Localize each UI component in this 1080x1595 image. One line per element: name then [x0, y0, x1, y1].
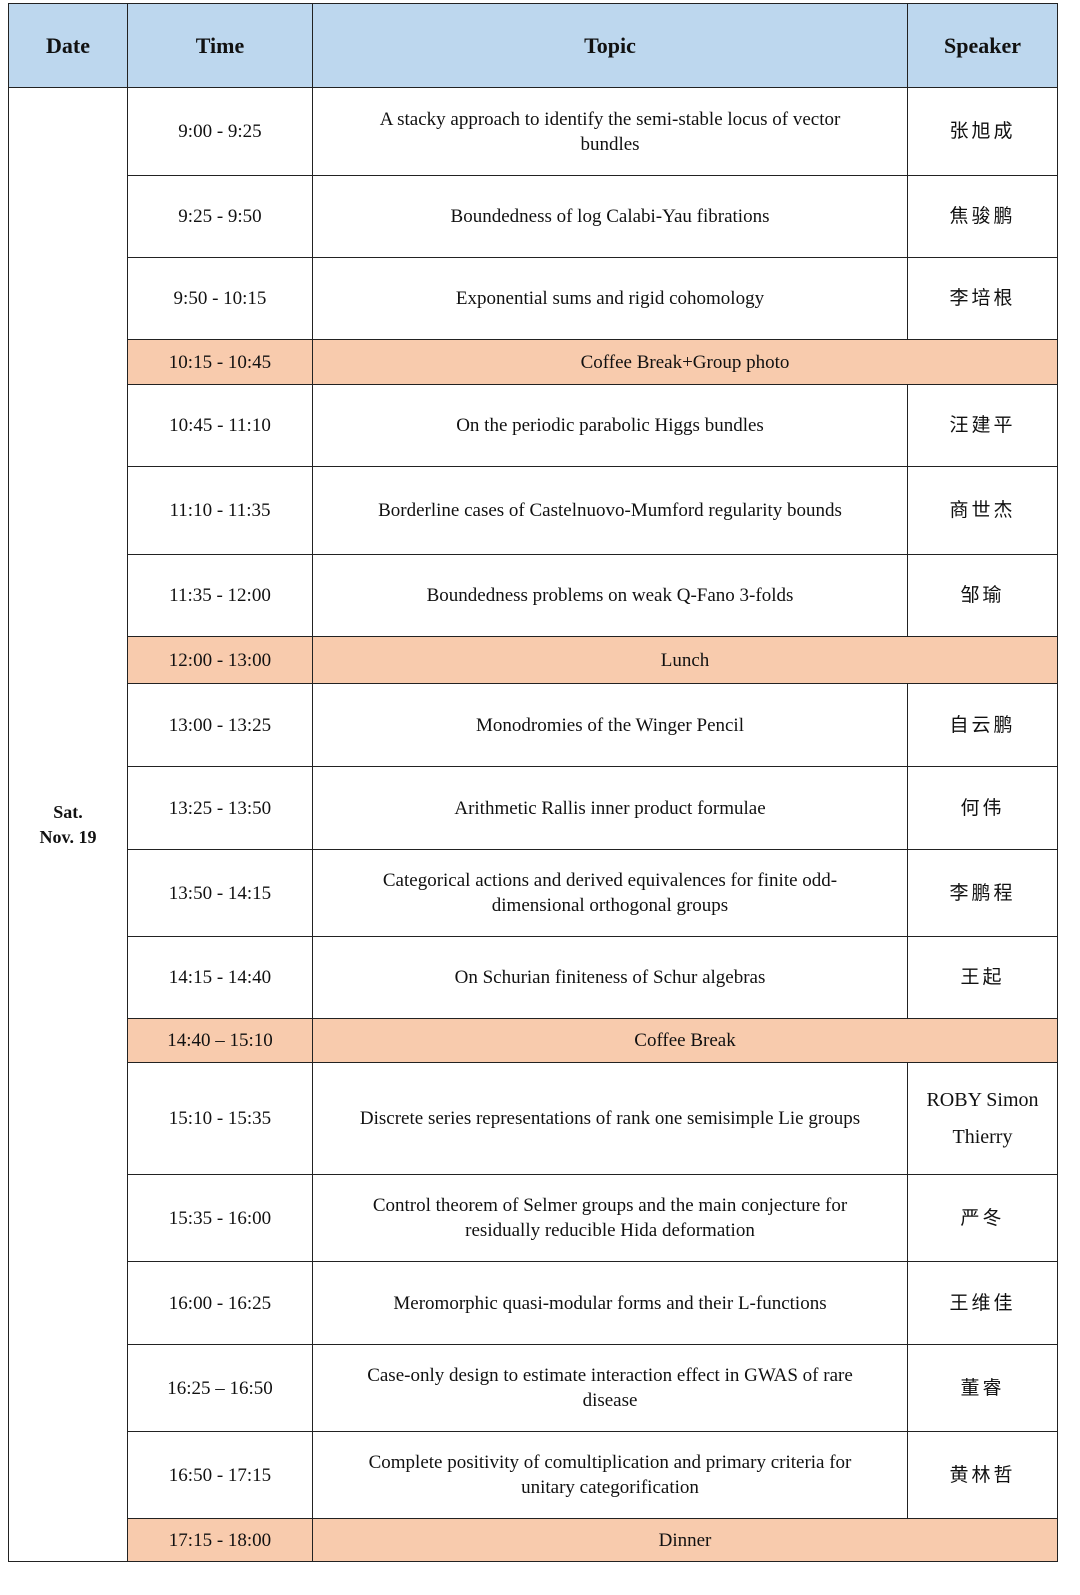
topic-cell: Monodromies of the Winger Pencil: [312, 683, 908, 767]
speaker-cell: 李鹏程: [907, 849, 1058, 937]
session-row: 16:00 - 16:25 Meromorphic quasi-modular f…: [9, 1261, 1058, 1345]
session-row: 10:45 - 11:10 On the periodic parabolic H…: [9, 384, 1058, 467]
topic-cell: Discrete series representations of rank …: [312, 1062, 908, 1175]
time-cell: 14:15 - 14:40: [127, 936, 313, 1019]
speaker-cell: 焦骏鹏: [907, 175, 1058, 258]
topic-cell: On the periodic parabolic Higgs bundles: [312, 384, 908, 467]
header-row: Date Time Topic Speaker: [8, 3, 1058, 88]
topic-cell: Boundedness problems on weak Q-Fano 3-fo…: [312, 554, 908, 637]
break-row: 17:15 - 18:00 Dinner: [9, 1518, 1058, 1562]
header-date: Date: [8, 3, 128, 88]
speaker-cell: 自云鹏: [907, 683, 1058, 767]
session-row: 16:50 - 17:15 Complete positivity of comu…: [9, 1431, 1058, 1519]
break-label: Coffee Break: [312, 1018, 1058, 1063]
speaker-cell: 李培根: [907, 257, 1058, 340]
date-cell: Sat. Nov. 19: [8, 87, 128, 1562]
session-row: 13:25 - 13:50 Arithmetic Rallis inner pro…: [9, 766, 1058, 850]
speaker-cell: 黄林哲: [907, 1431, 1058, 1519]
time-cell: 12:00 - 13:00: [127, 636, 313, 684]
time-cell: 16:50 - 17:15: [127, 1431, 313, 1519]
topic-cell: Arithmetic Rallis inner product formulae: [312, 766, 908, 850]
topic-cell: Categorical actions and derived equivale…: [312, 849, 908, 937]
session-row: 15:10 - 15:35 Discrete series representat…: [9, 1062, 1058, 1175]
break-label: Dinner: [312, 1518, 1058, 1562]
time-cell: 16:00 - 16:25: [127, 1261, 313, 1345]
break-label: Coffee Break+Group photo: [312, 339, 1058, 385]
date-month: Nov. 19: [39, 826, 97, 847]
speaker-cell: 汪建平: [907, 384, 1058, 467]
schedule-table: Date Time Topic Speaker Sat. Nov. 19 9:00 …: [8, 3, 1058, 1562]
header-time: Time: [127, 3, 313, 88]
topic-cell: A stacky approach to identify the semi-s…: [312, 87, 908, 176]
speaker-cell: 董睿: [907, 1344, 1058, 1432]
time-cell: 15:35 - 16:00: [127, 1174, 313, 1262]
topic-cell: Complete positivity of comultiplication …: [312, 1431, 908, 1519]
time-cell: 14:40 – 15:10: [127, 1018, 313, 1063]
session-row: 9:25 - 9:50 Boundedness of log Calabi-Yau…: [9, 175, 1058, 258]
session-row: 13:00 - 13:25 Monodromies of the Winger P…: [9, 683, 1058, 767]
time-cell: 15:10 - 15:35: [127, 1062, 313, 1175]
session-row: 9:50 - 10:15 Exponential sums and rigid c…: [9, 257, 1058, 340]
break-row: 12:00 - 13:00 Lunch: [9, 636, 1058, 684]
topic-cell: Borderline cases of Castelnuovo-Mumford …: [312, 466, 908, 555]
topic-cell: Meromorphic quasi-modular forms and thei…: [312, 1261, 908, 1345]
session-row: 13:50 - 14:15 Categorical actions and der…: [9, 849, 1058, 937]
speaker-cell: 张旭成: [907, 87, 1058, 176]
header-speaker: Speaker: [907, 3, 1058, 88]
speaker-cell: 王起: [907, 936, 1058, 1019]
time-cell: 9:50 - 10:15: [127, 257, 313, 340]
speaker-cell: 邹瑜: [907, 554, 1058, 637]
time-cell: 16:25 – 16:50: [127, 1344, 313, 1432]
topic-cell: Boundedness of log Calabi-Yau fibrations: [312, 175, 908, 258]
time-cell: 9:25 - 9:50: [127, 175, 313, 258]
session-row: 11:35 - 12:00 Boundedness problems on wea…: [9, 554, 1058, 637]
time-cell: 11:35 - 12:00: [127, 554, 313, 637]
session-row: Sat. Nov. 19 9:00 - 9:25 A stacky approach …: [8, 87, 1058, 1562]
time-cell: 17:15 - 18:00: [127, 1518, 313, 1562]
topic-cell: Case-only design to estimate interaction…: [312, 1344, 908, 1432]
time-cell: 13:25 - 13:50: [127, 766, 313, 850]
session-row: 14:15 - 14:40 On Schurian finiteness of S…: [9, 936, 1058, 1019]
topic-cell: Exponential sums and rigid cohomology: [312, 257, 908, 340]
time-cell: 13:00 - 13:25: [127, 683, 313, 767]
speaker-cell: 严冬: [907, 1174, 1058, 1262]
speaker-cell: 王维佳: [907, 1261, 1058, 1345]
time-cell: 9:00 - 9:25: [127, 87, 313, 176]
topic-cell: Control theorem of Selmer groups and the…: [312, 1174, 908, 1262]
time-cell: 10:15 - 10:45: [127, 339, 313, 385]
date-day: Sat.: [53, 801, 83, 822]
header-topic: Topic: [312, 3, 908, 88]
break-row: 10:15 - 10:45 Coffee Break+Group photo: [9, 339, 1058, 385]
time-cell: 11:10 - 11:35: [127, 466, 313, 555]
session-row: 15:35 - 16:00 Control theorem of Selmer g…: [9, 1174, 1058, 1262]
session-row: 16:25 – 16:50 Case-only design to estimat…: [9, 1344, 1058, 1432]
time-cell: 10:45 - 11:10: [127, 384, 313, 467]
session-row: 11:10 - 11:35 Borderline cases of Casteln…: [9, 466, 1058, 555]
topic-cell: On Schurian finiteness of Schur algebras: [312, 936, 908, 1019]
speaker-cell: 商世杰: [907, 466, 1058, 555]
time-cell: 13:50 - 14:15: [127, 849, 313, 937]
break-row: 14:40 – 15:10 Coffee Break: [9, 1018, 1058, 1063]
speaker-cell: ROBY Simon Thierry: [907, 1062, 1058, 1175]
speaker-cell: 何伟: [907, 766, 1058, 850]
break-label: Lunch: [312, 636, 1058, 684]
